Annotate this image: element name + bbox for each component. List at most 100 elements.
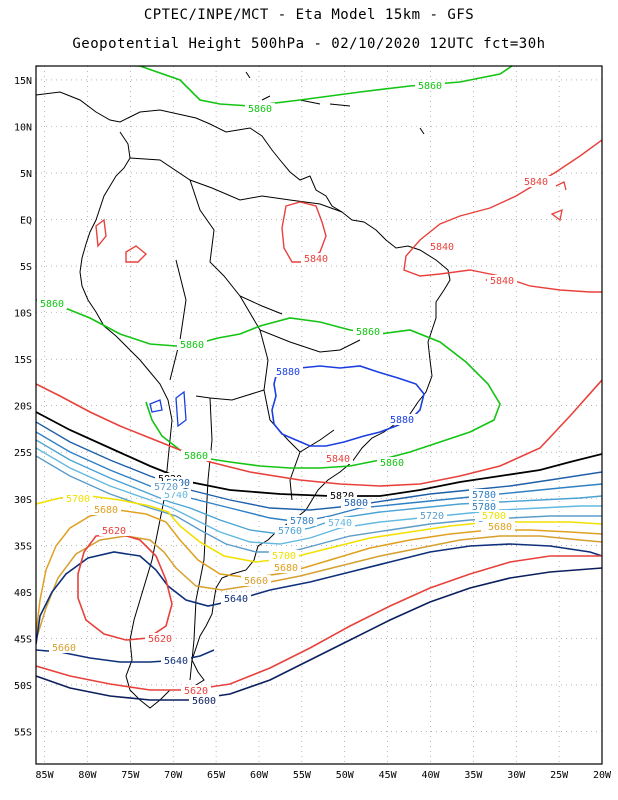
contour-label: 5680 [274, 563, 298, 574]
contour-label: 5720 [420, 511, 444, 522]
contour-label-bg [181, 450, 211, 461]
contour-5600 [36, 567, 602, 701]
contour-label: 5640 [224, 594, 248, 605]
contour-labels: 5860 5860 5840 5840 5840 5840 5860 5860 5860 5880… [37, 80, 551, 707]
contour-label-bg [99, 525, 129, 536]
lon-tick-label: 55W [293, 770, 312, 781]
lat-tick-label: 35S [14, 541, 32, 552]
lon-tick-label: 80W [78, 770, 97, 781]
lon-tick-label: 35W [464, 770, 483, 781]
latitude-tick-labels: 15N 10N 5N EQ 5S 10S 15S 20S 25S 30S 35S 40S 45S 50S 5… [14, 76, 32, 738]
contour-label-bg [325, 517, 355, 528]
contour-label: 5860 [40, 299, 64, 310]
contour-label-bg [63, 493, 93, 504]
contour-5800 [36, 421, 602, 511]
caribbean-islands [245, 71, 425, 135]
contour-5880-small [149, 390, 187, 428]
contour-label: 5860 [180, 340, 204, 351]
contour-label-bg [91, 504, 121, 515]
contour-label-bg [417, 510, 447, 521]
contour-label: 5740 [164, 490, 188, 501]
contour-label: 5680 [94, 505, 118, 516]
contour-5640 [36, 543, 602, 645]
lon-tick-label: 25W [550, 770, 569, 781]
contour-label: 5780 [472, 502, 496, 513]
contour-label: 5800 [344, 498, 368, 509]
lat-tick-label: 30S [14, 495, 32, 506]
contour-label-bg [353, 326, 383, 337]
contour-label-bg [241, 575, 271, 586]
contour-label-bg [287, 515, 317, 526]
contour-label-bg [161, 655, 191, 666]
contour-label-bg [49, 642, 79, 653]
contour-label-bg [221, 593, 251, 604]
lat-tick-label: 45S [14, 634, 32, 645]
contour-label: 5780 [472, 490, 496, 501]
contour-5620-south [36, 555, 602, 691]
lat-tick-label: 20S [14, 402, 32, 413]
contour-5680 [36, 509, 602, 635]
contour-5880 [271, 365, 425, 447]
contour-label-bg [387, 414, 417, 425]
contour-label-bg [189, 695, 219, 706]
lon-tick-label: 30W [507, 770, 526, 781]
contour-label-bg [181, 685, 211, 696]
contour-label: 5760 [278, 526, 302, 537]
contour-label: 5620 [102, 526, 126, 537]
lon-tick-label: 85W [36, 770, 55, 781]
contour-label-bg [377, 457, 407, 468]
contour-label: 5700 [272, 551, 296, 562]
contour-label: 5660 [244, 576, 268, 587]
map-frame [35, 65, 603, 765]
contour-label-bg [151, 481, 181, 492]
contour-5840-east [403, 139, 602, 293]
lat-tick-label: 15S [14, 355, 32, 366]
lat-tick-label: 50S [14, 681, 32, 692]
contour-label-bg [427, 241, 457, 252]
contour-label: 5880 [390, 415, 414, 426]
contour-label: 5780 [290, 516, 314, 527]
contour-label-bg [327, 490, 357, 501]
central-america-coast [36, 91, 451, 709]
coastlines [36, 71, 451, 709]
contour-5760 [36, 439, 602, 535]
contour-label: 5720 [154, 482, 178, 493]
lat-tick-label: 15N [14, 76, 32, 87]
lon-tick-label: 70W [164, 770, 183, 781]
contour-label-bg [275, 525, 305, 536]
contour-label: 5660 [52, 643, 76, 654]
contour-label-bg [487, 275, 517, 286]
contour-5620 [77, 533, 173, 641]
contour-label: 5860 [356, 327, 380, 338]
lon-tick-label: 50W [336, 770, 355, 781]
lat-tick-label: 55S [14, 727, 32, 738]
contour-label: 5740 [328, 518, 352, 529]
lat-tick-label: 10S [14, 309, 32, 320]
contour-label-bg [161, 489, 191, 500]
map-title-line1: CPTEC/INPE/MCT - Eta Model 15km - GFS [143, 7, 475, 23]
contour-label-bg [469, 489, 499, 500]
contour-label: 5620 [184, 686, 208, 697]
contour-5840-west [95, 218, 148, 263]
lon-tick-label: 65W [207, 770, 226, 781]
contour-label-bg [37, 298, 67, 309]
contour-label: 5620 [148, 634, 172, 645]
contour-label: 5640 [164, 656, 188, 667]
lat-tick-label: 25S [14, 448, 32, 459]
contour-5660 [36, 535, 602, 641]
lon-tick-label: 45W [379, 770, 398, 781]
contour-label: 5860 [184, 451, 208, 462]
lon-tick-label: 20W [593, 770, 612, 781]
lon-tick-label: 75W [121, 770, 140, 781]
lat-tick-label: 40S [14, 588, 32, 599]
contour-label: 5860 [418, 81, 442, 92]
lat-tick-label: 10N [14, 122, 32, 133]
contour-label-bg [479, 510, 509, 521]
lat-tick-label: 5S [20, 262, 32, 273]
contour-label: 5880 [276, 367, 300, 378]
contour-label-bg [341, 497, 371, 508]
contour-5840-south [36, 379, 602, 487]
contour-5820 [36, 411, 602, 497]
contour-label-bg [177, 339, 207, 350]
